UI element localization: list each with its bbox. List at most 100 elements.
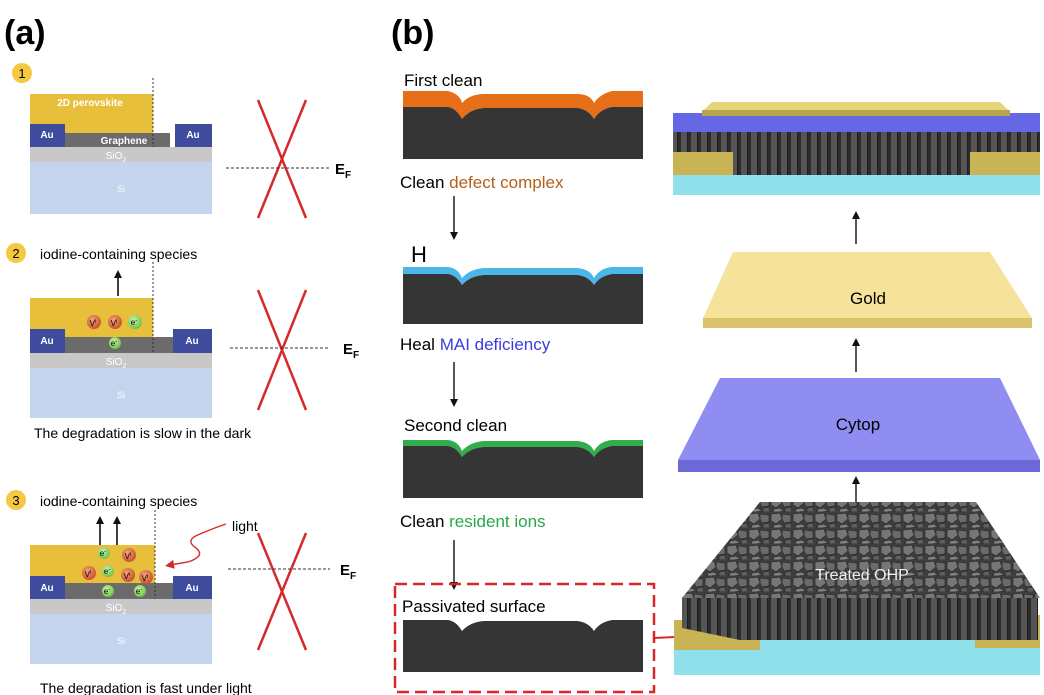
panel-b-label: (b) [391, 14, 434, 52]
stage1-first-clean: First clean Clean defect complex [400, 71, 643, 240]
step3-au-right-label: Au [185, 583, 198, 594]
step3-light-arrow [165, 523, 227, 569]
step1-au-left [30, 124, 65, 147]
step3-si-layer [30, 614, 212, 664]
step2-electron-top: e- [128, 315, 142, 329]
step3-au-left-label: Au [40, 583, 53, 594]
step1-cross-b [256, 99, 308, 219]
cytop-layer-edge [678, 460, 1040, 472]
step2-diagram: 2 iodine-containing species Si SiO2 Au A… [6, 243, 359, 441]
step3-diagram: 3 iodine-containing species light Si SiO… [6, 490, 356, 695]
step3-au-left [30, 576, 65, 599]
stage4-passivated: Passivated surface [393, 582, 888, 694]
step3-electron-1: e- [98, 547, 110, 559]
assembled-gold-top [702, 102, 1010, 112]
panel-a-label: (a) [4, 14, 46, 52]
step3-si-label: Si [117, 636, 125, 646]
step3-vacancy-4: VI [139, 570, 153, 584]
step3-sio2-layer [30, 599, 212, 614]
stage1-substrate [403, 107, 643, 159]
stage1-step-text: Clean defect complex [400, 173, 564, 192]
step2-au-left [30, 329, 65, 353]
stage1-title: First clean [404, 71, 482, 90]
step3-electron-2: e- [102, 565, 114, 577]
stage3-green-layer [403, 440, 643, 457]
step1-perovskite-label: 2D perovskite [57, 98, 123, 109]
svg-text:e-: e- [104, 567, 110, 576]
stage3-title: Second clean [404, 416, 507, 435]
treated-ohp-layer: Treated OHP [674, 502, 1040, 675]
step3-electron-4: e- [134, 585, 146, 597]
step1-diagram: 1 Si SiO2 Graphene 2D perovskite Au Au E… [12, 63, 351, 219]
treated-ohp-label: Treated OHP [815, 567, 909, 584]
svg-text:e-: e- [111, 339, 117, 348]
step1-si-layer [30, 162, 212, 214]
step3-number-badge [6, 490, 26, 510]
step3-vacancy-3: VI [121, 568, 135, 582]
assembled-electrode-left [673, 152, 733, 175]
step2-number-badge [6, 243, 26, 263]
svg-text:e-: e- [136, 587, 142, 596]
step3-fermi-label: EF [340, 562, 356, 582]
step2-caption: The degradation is slow in the dark [34, 425, 252, 441]
step3-electron-3: e- [102, 585, 114, 597]
step3-vacancy-1: VI [122, 548, 136, 562]
stage4-substrate [403, 620, 643, 672]
svg-text:VI: VI [142, 574, 149, 583]
step3-species-label: iodine-containing species [40, 493, 197, 509]
step1-fermi-label: EF [335, 161, 351, 181]
step2-species-label: iodine-containing species [40, 246, 197, 262]
treated-ohp-grain-surface [682, 502, 1040, 598]
assembled-substrate [673, 173, 1040, 195]
step2-au-left-label: Au [40, 336, 53, 347]
svg-text:e-: e- [104, 587, 110, 596]
stage1-orange-layer [403, 91, 643, 119]
step1-sio2-layer [30, 147, 212, 162]
assembled-electrode-right [970, 152, 1040, 175]
assembled-cytop-layer [673, 113, 1040, 132]
step2-au-right [173, 329, 212, 353]
step1-graphene-layer [65, 133, 170, 147]
gold-layer: Gold [703, 252, 1032, 328]
gold-layer-label: Gold [850, 289, 886, 308]
stage2-step-text: Heal MAI deficiency [400, 335, 551, 354]
step1-si-label: Si [117, 184, 125, 194]
step1-number-badge [12, 63, 32, 83]
cytop-layer-top [678, 378, 1040, 460]
stage2-title: H [411, 242, 427, 267]
step3-number: 3 [12, 493, 19, 508]
step2-sio2-label: SiO2 [106, 357, 127, 370]
device-stack: Gold Cytop Treated OHP [673, 102, 1040, 675]
svg-text:VI: VI [124, 572, 131, 581]
cytop-layer-label: Cytop [836, 415, 880, 434]
stage2-heal: H Heal MAI deficiency [400, 242, 643, 407]
step2-si-label: Si [117, 390, 125, 400]
svg-text:VI: VI [90, 319, 97, 328]
step3-caption: The degradation is fast under light [40, 680, 252, 695]
stage2-substrate [403, 274, 643, 324]
step1-number: 1 [18, 66, 25, 81]
step1-au-right-label: Au [186, 130, 199, 141]
step1-au-left-label: Au [40, 130, 53, 141]
step3-graphene-layer [65, 583, 173, 599]
treated-ohp-columns [682, 598, 1038, 640]
treated-ohp-substrate [674, 640, 1040, 675]
svg-text:VI: VI [111, 319, 118, 328]
step2-sio2-layer [30, 353, 212, 368]
gold-layer-edge [703, 318, 1032, 328]
step3-light-label: light [232, 518, 258, 534]
step3-sio2-label: SiO2 [106, 603, 127, 616]
stage4-title: Passivated surface [402, 597, 546, 616]
step2-fermi-label: EF [343, 341, 359, 361]
svg-text:e-: e- [131, 318, 137, 327]
stage2-blue-layer [403, 267, 643, 285]
step3-au-right [173, 576, 212, 599]
step2-vacancy-1: VI [87, 315, 101, 329]
cytop-layer: Cytop [678, 378, 1040, 472]
svg-text:VI: VI [125, 552, 132, 561]
step2-vacancy-2: VI [108, 315, 122, 329]
svg-text:e-: e- [100, 549, 106, 558]
step2-cross-b [256, 289, 308, 411]
